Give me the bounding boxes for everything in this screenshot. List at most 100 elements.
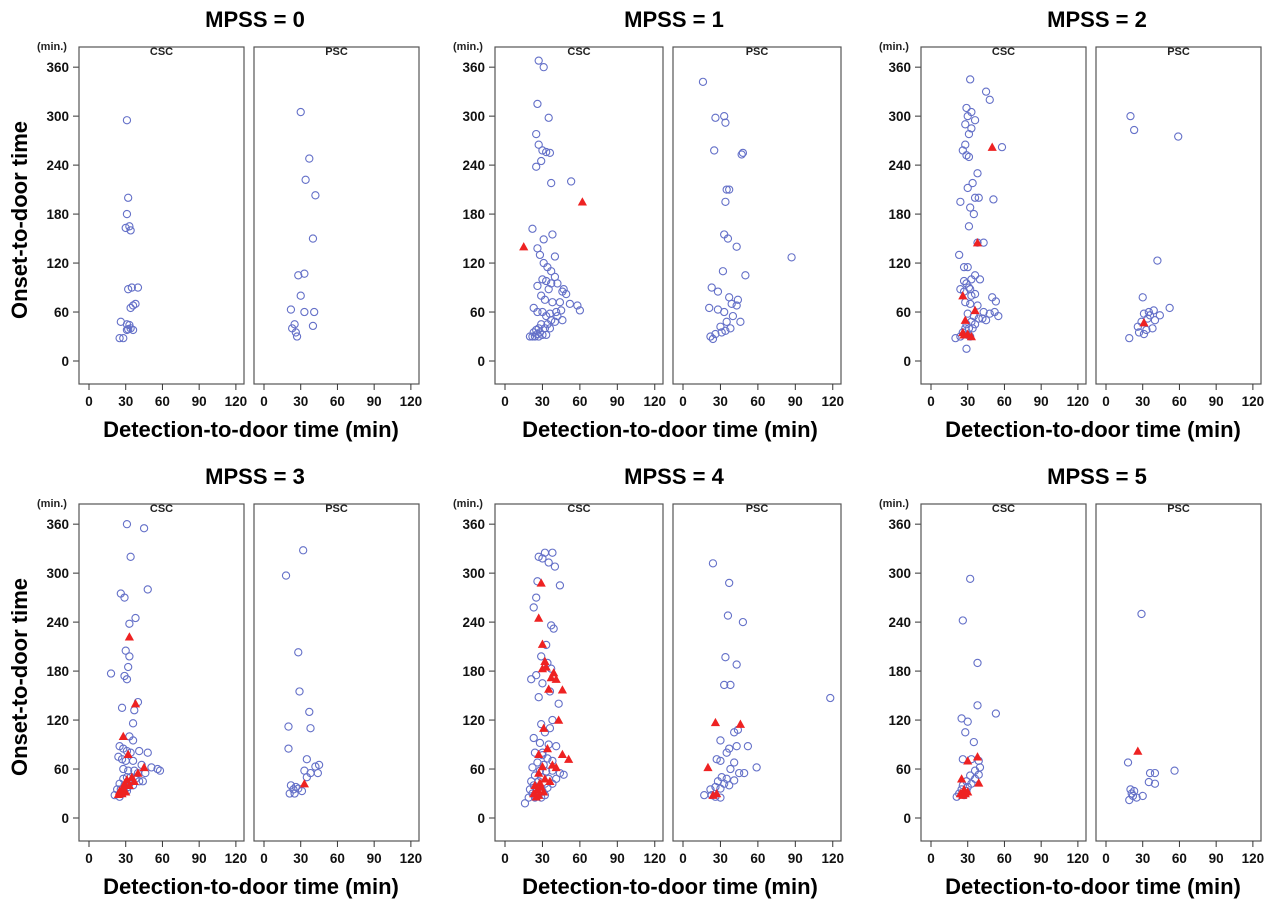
data-point-circle (959, 276, 969, 286)
data-point-triangle (546, 673, 556, 682)
facet-title: PSC (1167, 503, 1190, 515)
data-point-circle (966, 75, 975, 84)
y-tick-label: 360 (46, 517, 69, 532)
data-point-circle (542, 311, 551, 321)
y-tick-label: 240 (888, 615, 911, 630)
data-point-circle (542, 147, 551, 157)
facet-csc: CSC 0 30 60 90 120 (78, 46, 247, 409)
data-point-circle (565, 299, 575, 309)
x-tick-label: 60 (155, 394, 170, 409)
y-tick-label: 300 (462, 566, 485, 581)
data-point-triangle (710, 717, 721, 727)
data-point-circle (538, 554, 547, 563)
data-point-circle (538, 679, 547, 688)
facet-frame (494, 503, 664, 842)
data-point-circle (967, 291, 976, 300)
data-point-triangle (545, 776, 555, 785)
data-point-circle (705, 303, 714, 313)
data-point-triangle (972, 752, 983, 761)
data-point-circle (1123, 758, 1133, 767)
data-point-circle (721, 326, 730, 335)
data-point-circle (717, 328, 726, 337)
panel-title: MPSS = 4 (624, 464, 724, 489)
data-point-circle (708, 334, 718, 344)
data-point-circle (120, 593, 129, 602)
data-point-triangle (974, 778, 984, 787)
facet-psc: PSC 0 30 60 90 120 (253, 503, 422, 866)
y-tick-label: 240 (46, 615, 69, 630)
x-tick-label: 120 (1067, 394, 1090, 409)
data-point-circle (125, 222, 134, 231)
data-point-circle (126, 552, 135, 561)
data-point-circle (537, 156, 546, 166)
data-point-circle (126, 303, 135, 313)
data-point-circle (532, 162, 541, 171)
x-tick-label: 60 (750, 394, 765, 409)
data-point-circle (308, 321, 318, 331)
data-point-triangle (564, 754, 574, 763)
data-point-circle (725, 781, 734, 790)
data-point-circle (964, 152, 974, 162)
x-tick-label: 90 (1034, 851, 1049, 866)
y-tick-label: 180 (888, 664, 911, 679)
data-point-triangle (124, 780, 134, 790)
data-point-circle (557, 306, 566, 315)
x-tick-label: 0 (260, 394, 268, 409)
data-point-circle (532, 593, 541, 602)
data-point-triangle (966, 331, 976, 341)
data-point-circle (730, 776, 739, 785)
data-point-circle (535, 738, 545, 748)
data-point-circle (732, 242, 741, 251)
data-point-circle (956, 197, 965, 206)
data-point-circle (122, 209, 132, 219)
data-point-triangle (960, 315, 970, 324)
data-point-circle (743, 742, 753, 751)
data-point-circle (290, 789, 299, 798)
data-point-triangle (735, 719, 746, 728)
data-point-circle (962, 151, 971, 160)
data-point-circle (294, 648, 303, 657)
data-point-circle (291, 328, 300, 337)
y-tick-label: 300 (888, 566, 911, 581)
data-point-circle (968, 324, 977, 333)
data-point-circle (545, 324, 555, 333)
y-tick-label: 240 (46, 158, 69, 173)
data-point-circle (1139, 329, 1149, 339)
data-point-triangle (557, 749, 568, 759)
data-point-circle (554, 699, 563, 708)
data-point-circle (958, 616, 967, 625)
y-tick-label: 120 (462, 256, 485, 271)
data-point-circle (1145, 768, 1155, 778)
data-point-circle (552, 307, 561, 317)
data-point-triangle (551, 674, 561, 683)
y-tick-label: 240 (462, 615, 485, 630)
x-tick-label: 60 (1172, 394, 1187, 409)
data-point-triangle (1139, 318, 1149, 327)
data-point-circle (1155, 311, 1165, 320)
data-point-circle (555, 768, 565, 778)
data-point-triangle (577, 197, 587, 206)
y-tick-label: 180 (888, 207, 911, 222)
data-point-circle (991, 297, 1001, 306)
y-tick-label: 60 (896, 762, 911, 777)
data-point-circle (300, 269, 309, 278)
data-point-triangle (542, 744, 553, 753)
data-point-circle (115, 333, 124, 343)
x-tick-label: 0 (679, 851, 687, 866)
x-tick-label: 120 (821, 394, 844, 409)
data-point-circle (300, 307, 309, 317)
y-unit-label: (min.) (453, 41, 483, 53)
data-point-circle (955, 250, 964, 260)
data-point-circle (732, 660, 741, 669)
data-point-circle (706, 785, 715, 794)
x-tick-label: 30 (1135, 394, 1150, 409)
data-point-triangle (554, 715, 564, 724)
facet-title: CSC (992, 503, 1015, 515)
data-point-circle (305, 707, 314, 717)
data-point-circle (981, 87, 991, 96)
x-tick-label: 90 (788, 851, 803, 866)
y-tick-label: 60 (54, 762, 69, 777)
data-point-triangle (551, 762, 561, 772)
facet-frame (672, 503, 842, 842)
